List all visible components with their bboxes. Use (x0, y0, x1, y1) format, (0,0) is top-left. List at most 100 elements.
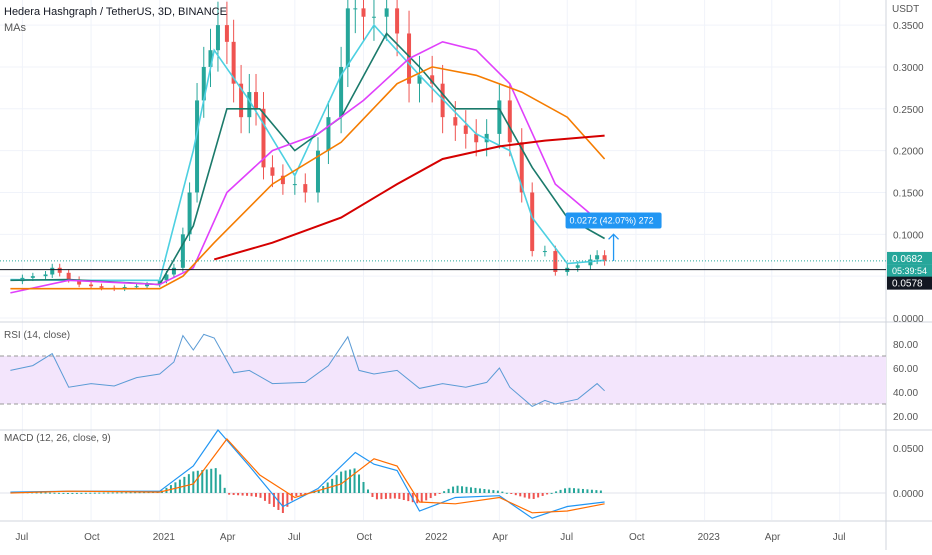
macd-histogram-bar (71, 492, 74, 494)
macd-histogram-bar (514, 493, 517, 496)
candle-body (395, 8, 400, 34)
macd-histogram-bar (501, 491, 504, 493)
macd-histogram-bar (510, 493, 513, 494)
moving-average-line (10, 40, 606, 294)
macd-histogram-bar (349, 469, 352, 493)
macd-histogram-bar (178, 479, 181, 493)
macd-histogram-bar (107, 492, 110, 494)
macd-histogram-bar (201, 470, 204, 493)
moving-average-line (10, 32, 605, 286)
macd-histogram-bar (290, 493, 293, 501)
symbol-title: Hedera Hashgraph / TetherUS, 3D, BINANCE (4, 6, 227, 18)
macd-histogram-bar (420, 493, 423, 503)
macd-histogram-bar (407, 493, 410, 502)
macd-histogram-bar (192, 471, 195, 493)
candle-body (122, 287, 127, 289)
last-price-tag (887, 251, 932, 265)
rsi-label[interactable]: RSI (14, close) (4, 330, 71, 341)
macd-histogram-bar (223, 487, 226, 493)
macd-histogram-bar (550, 492, 553, 494)
macd-histogram-bar (537, 493, 540, 498)
macd-histogram-bar (595, 490, 598, 493)
macd-histogram-bar (237, 493, 240, 496)
macd-histogram-bar (519, 493, 522, 497)
macd-histogram-bar (183, 476, 186, 493)
candle-body (171, 267, 176, 275)
last-price-text: 0.0682 (892, 254, 923, 265)
macd-histogram-bar (57, 492, 60, 494)
macd-histogram-bar (599, 490, 602, 493)
macd-histogram-bar (443, 491, 446, 493)
macd-histogram-bar (555, 491, 558, 493)
candle-body (239, 83, 244, 118)
macd-histogram-bar (214, 468, 217, 493)
price-tick-label: 0.1000 (893, 230, 924, 241)
ma-indicator-label[interactable]: MAs (4, 22, 26, 34)
candle-body (231, 41, 236, 84)
time-axis-label: 2022 (425, 532, 448, 543)
candle-body (215, 25, 220, 51)
candle-body (430, 75, 435, 84)
macd-histogram-bar (492, 490, 495, 493)
macd-histogram-bar (219, 474, 222, 493)
macd-histogram-bar (402, 493, 405, 501)
macd-histogram-bar (255, 493, 258, 497)
level-tag (887, 276, 932, 290)
candle-body (602, 255, 607, 262)
candle-body (361, 8, 366, 17)
macd-histogram-bar (62, 492, 65, 494)
candle-body (507, 100, 512, 143)
macd-histogram-bar (389, 493, 392, 499)
macd-histogram-bar (546, 493, 549, 495)
countdown-tag (887, 264, 932, 277)
macd-histogram-bar (523, 493, 526, 498)
macd-histogram-bar (505, 492, 508, 494)
macd-histogram-bar (340, 471, 343, 493)
measure-arrow-head (608, 233, 620, 240)
price-tick-label: 0.0000 (893, 314, 924, 325)
candle-body (345, 8, 350, 67)
rsi-tick-label: 60.00 (893, 364, 918, 375)
macd-histogram-bar (564, 488, 567, 493)
candle-body (77, 279, 82, 285)
price-tick-label: 0.2500 (893, 105, 924, 116)
macd-histogram-bar (465, 486, 468, 493)
macd-histogram-bar (138, 492, 141, 494)
macd-histogram-bar (528, 493, 531, 499)
candle-body (326, 117, 331, 151)
candle-body (247, 92, 252, 118)
macd-signal-line (10, 438, 605, 514)
macd-histogram-bar (344, 470, 347, 493)
macd-histogram-bar (246, 493, 249, 496)
macd-label[interactable]: MACD (12, 26, close, 9) (4, 433, 111, 444)
macd-histogram-bar (205, 469, 208, 493)
macd-histogram-bar (89, 492, 92, 494)
macd-histogram-bar (331, 478, 334, 493)
macd-histogram-bar (496, 490, 499, 493)
candle-body (30, 276, 35, 278)
price-tick-label: 0.3000 (893, 63, 924, 74)
macd-histogram-bar (250, 493, 253, 497)
candle-body (484, 133, 489, 143)
macd-tick-label: 0.0500 (893, 444, 924, 455)
candle-body (145, 284, 150, 287)
candle-body (157, 280, 162, 285)
time-axis-label: Apr (220, 532, 236, 543)
candle-body (463, 125, 468, 134)
time-axis-label: Oct (629, 532, 645, 543)
macd-histogram-bar (541, 493, 544, 496)
candle-body (66, 272, 71, 280)
level-tag-text: 0.0578 (892, 279, 923, 290)
macd-histogram-bar (474, 487, 477, 493)
candle-body (292, 184, 297, 186)
macd-histogram-bar (461, 486, 464, 493)
macd-histogram-bar (572, 488, 575, 493)
candle-body (353, 8, 358, 10)
countdown-text: 05:39:54 (892, 266, 927, 276)
macd-histogram-bar (228, 493, 231, 495)
candle-body (224, 25, 229, 42)
price-tick-label: 0.1500 (893, 188, 924, 199)
macd-histogram-bar (272, 493, 275, 507)
